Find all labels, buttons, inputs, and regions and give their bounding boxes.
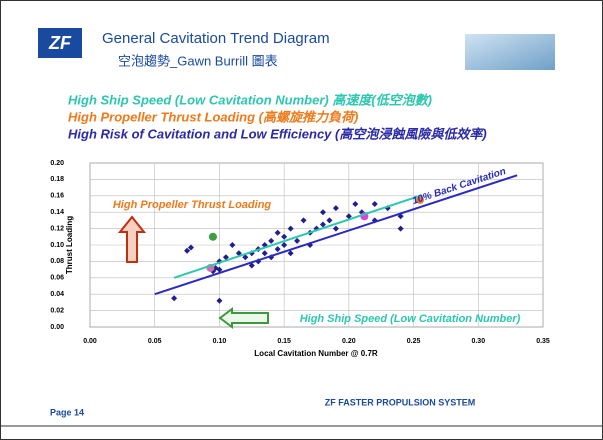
- x-tick-label: 0.30: [471, 338, 485, 345]
- y-tick-label: 0.16: [50, 193, 64, 200]
- note: High Ship Speed (Low Cavitation Number) …: [68, 92, 432, 107]
- footer-company: ZF FASTER PROPULSION SYSTEM: [325, 397, 476, 407]
- x-tick-label: 0.15: [277, 338, 291, 345]
- logo: ZF: [48, 33, 72, 53]
- x-tick-label: 0.35: [536, 338, 550, 345]
- x-tick-label: 0.10: [213, 338, 227, 345]
- y-tick-label: 0.04: [50, 291, 64, 298]
- y-tick-label: 0.20: [50, 160, 64, 167]
- x-tick-label: 0.05: [148, 338, 162, 345]
- x-tick-label: 0.25: [407, 338, 421, 345]
- note: High Risk of Cavitation and Low Efficien…: [68, 126, 487, 141]
- title: General Cavitation Trend Diagram: [102, 30, 330, 47]
- y-tick-label: 0.00: [50, 324, 64, 331]
- x-tick-label: 0.00: [83, 338, 97, 345]
- y-tick-label: 0.12: [50, 225, 64, 232]
- y-tick-label: 0.02: [50, 307, 64, 314]
- header-image: [465, 34, 555, 70]
- y-tick-label: 0.18: [50, 176, 64, 183]
- x-tick-label: 0.20: [342, 338, 356, 345]
- note: High Propeller Thrust Loading (高螺旋推力負荷): [68, 109, 358, 124]
- y-tick-label: 0.06: [50, 275, 64, 282]
- data-point: [209, 233, 217, 241]
- annotation: High Propeller Thrust Loading: [113, 199, 272, 211]
- x-axis-label: Local Cavitation Number @ 0.7R: [254, 349, 378, 358]
- y-axis-label: Thrust Loading: [65, 216, 74, 274]
- annotation: High Ship Speed (Low Cavitation Number): [300, 313, 521, 325]
- slide: ZF General Cavitation Trend Diagram 空泡趨勢…: [0, 0, 603, 440]
- y-tick-label: 0.14: [50, 209, 64, 216]
- footer-page: Page 14: [50, 407, 84, 417]
- subtitle: 空泡趨勢_Gawn Burrill 圖表: [118, 53, 278, 68]
- y-tick-label: 0.10: [50, 242, 64, 249]
- y-tick-label: 0.08: [50, 258, 64, 265]
